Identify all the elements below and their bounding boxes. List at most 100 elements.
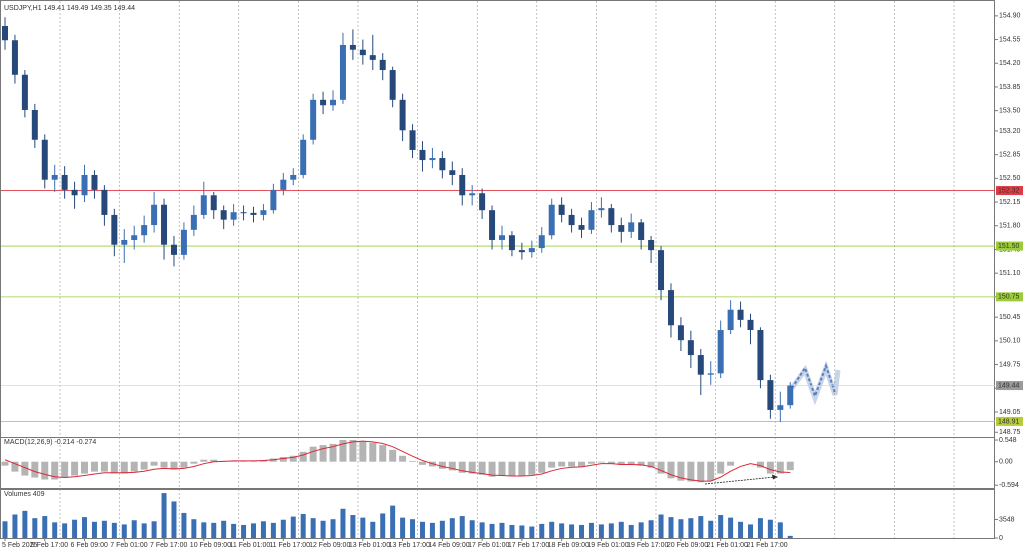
volume-bar [449,518,455,538]
volume-bar [489,523,495,538]
macd-panel [0,437,995,489]
candle-body [379,59,386,71]
volume-bar [509,524,515,538]
macd-bar [61,461,69,478]
macd-bar [568,461,576,467]
y-tick-label: 154.20 [999,60,1021,67]
macd-bar [110,461,118,474]
volume-bar [241,524,247,538]
volume-bar [121,524,127,538]
candle-body [260,210,267,215]
macd-bar [160,461,168,468]
candle-body [51,174,58,180]
level-label-box [996,292,1023,302]
candle-body [250,212,257,215]
volume-bar [380,513,386,538]
trend-arrow [704,476,776,485]
candle-body [200,195,207,215]
macd-bar [468,461,476,474]
candle-body [419,149,426,161]
macd-bar [379,445,387,462]
x-tick-label: 17 Feb 01:00 [468,542,509,549]
volume-bar [618,521,624,538]
volume-bar [62,523,68,538]
macd-bar [478,461,486,475]
volume-bar [728,517,734,538]
volume-title: Volumes 409 [4,491,45,498]
y-tick-label: 149.05 [999,409,1021,416]
y-tick-label: 0 [999,535,1003,542]
volume-bar [280,519,286,538]
macd-bar [31,461,39,478]
x-tick-label: 13 Feb 01:00 [349,542,390,549]
volume-bar [668,517,674,538]
candle-body [638,222,645,240]
level-label: 151.50 [998,243,1020,250]
macd-bar [359,441,367,462]
macd-bar [597,461,605,463]
volume-bar [748,524,753,538]
candle-body [121,239,128,245]
macd-bar [627,461,635,465]
macd-bar [548,461,556,468]
x-tick-label: 21 Feb 01:00 [707,542,748,549]
candle-body [757,330,764,381]
candle-body [220,210,227,220]
x-tick-label: 6 Feb 09:00 [71,542,108,549]
volume-bar [171,501,177,538]
volume-bar [82,517,88,538]
volume-bar [161,493,167,538]
volume-bar [410,519,416,538]
candle-body [439,158,446,171]
volume-bar [658,514,664,538]
y-tick-label: 151.80 [999,223,1021,230]
candle-body [409,130,416,150]
candle-body [588,210,595,230]
macd-bar [279,456,287,462]
macd-bar [518,461,526,476]
volume-bar [131,520,137,538]
candle-body [41,139,48,180]
volume-bar [72,519,78,538]
current-price-label: 149.44 [998,382,1020,389]
macd-bar [418,461,426,465]
volume-bar [151,521,157,538]
candle-body [508,235,515,251]
macd-bar [51,461,59,480]
x-tick-label: 13 Feb 17:00 [389,542,430,549]
volume-bar [181,512,187,538]
volume-bar [738,521,744,538]
macd-bar [409,460,417,462]
volume-bar [2,521,8,538]
candle-body [270,189,277,211]
candle-body [459,174,466,196]
volume-bar [678,519,684,538]
volume-bar [549,521,555,538]
macd-bar [41,461,49,480]
candle-body [320,99,327,106]
volume-bar [350,515,356,538]
macd-bar [647,461,655,468]
y-tick-label: 152.85 [999,152,1021,159]
candle-body [667,290,674,326]
volume-bar [569,524,575,538]
y-tick-label: 149.75 [999,361,1021,368]
candle-body [469,193,476,196]
macd-bar [399,455,407,462]
volume-bar [32,518,38,538]
candle-body [429,158,436,161]
x-tick-label: 20 Feb 09:00 [667,542,708,549]
candle-body [658,250,665,291]
volume-bar [390,505,396,538]
candle-body [31,109,38,140]
macd-bar [329,443,337,462]
volume-bar [211,522,217,538]
volume-bar [479,522,485,538]
candle-body [528,248,535,253]
volume-bar [400,517,406,538]
macd-bar [389,449,397,462]
macd-bar [508,461,516,477]
level-label-box [996,416,1023,426]
candle-body [389,70,396,100]
